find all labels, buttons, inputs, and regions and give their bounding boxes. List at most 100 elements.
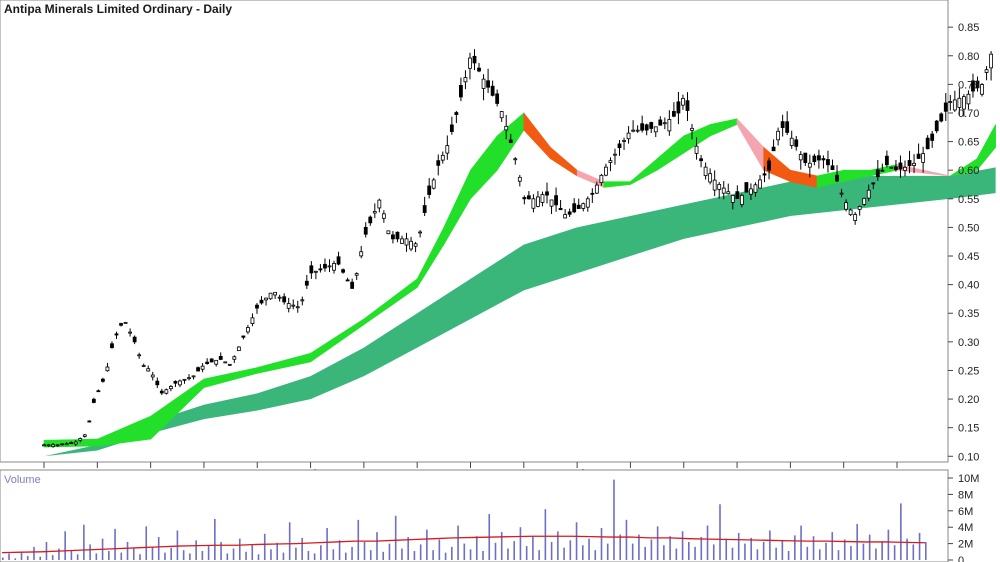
- volume-bar: [862, 543, 865, 560]
- candle-body: [699, 158, 703, 162]
- candle-body: [925, 137, 930, 150]
- candle-body: [345, 279, 350, 282]
- volume-bar: [744, 543, 746, 560]
- x-tick-label: Mar: [354, 468, 373, 470]
- candle-body: [381, 213, 386, 219]
- volume-bar: [669, 536, 671, 560]
- candle-body: [304, 280, 309, 286]
- x-tick-label: Aug: [621, 468, 641, 470]
- candle-body: [884, 155, 889, 166]
- candle-body: [866, 189, 871, 199]
- x-tick-label: 2026: [885, 468, 909, 470]
- candle-body: [368, 216, 373, 224]
- candle-body: [395, 231, 400, 240]
- candle-body: [264, 297, 268, 301]
- volume-bar: [170, 547, 172, 560]
- candle-body: [943, 102, 948, 112]
- candle-body: [277, 296, 282, 299]
- y-tick-label: 0.45: [958, 251, 979, 263]
- volume-bar: [469, 549, 472, 560]
- candle-body: [721, 187, 726, 194]
- candle-body: [173, 380, 178, 384]
- candle-body: [513, 158, 518, 161]
- volume-bar: [812, 536, 815, 560]
- candle-body: [658, 119, 663, 126]
- candle-body: [771, 146, 776, 152]
- volume-bar: [631, 543, 634, 560]
- candle-body: [55, 444, 60, 447]
- candle-body: [309, 265, 314, 274]
- candle-body: [46, 444, 51, 447]
- volume-bar: [800, 525, 802, 560]
- candle-body: [989, 53, 993, 69]
- volume-bar: [575, 522, 578, 560]
- candle-body: [391, 234, 395, 240]
- y-tick-label: 0.35: [958, 308, 979, 320]
- candle-body: [626, 132, 631, 140]
- candle-body: [495, 93, 500, 104]
- y-tick-label: 0.30: [958, 337, 979, 349]
- volume-bar: [257, 554, 260, 560]
- candle-body: [87, 420, 92, 423]
- volume-bar: [8, 553, 10, 560]
- candle-body: [563, 214, 568, 219]
- volume-bar: [70, 550, 73, 560]
- candle-body: [132, 336, 137, 343]
- volume-bar: [557, 531, 559, 560]
- volume-y-axis: 10M 8M 6M 4M 2M 0: [948, 473, 979, 562]
- candle-body: [907, 160, 912, 167]
- candle-body: [508, 139, 513, 143]
- volume-bar: [26, 555, 29, 560]
- candle-body: [703, 166, 708, 177]
- volume-bar: [401, 548, 403, 560]
- candle-body: [300, 299, 305, 302]
- candle-body: [114, 333, 119, 336]
- volume-bar: [831, 532, 834, 560]
- candle-body: [377, 199, 382, 209]
- candle-body: [232, 356, 237, 360]
- candle-body: [848, 209, 853, 216]
- volume-bar: [76, 554, 79, 560]
- x-tick-label: Jun: [515, 468, 533, 470]
- candle-body: [268, 292, 273, 300]
- volume-bar: [270, 549, 272, 560]
- volume-bar: [594, 550, 597, 560]
- candle-body: [449, 124, 454, 132]
- volume-y-tick-label: 0: [958, 555, 964, 562]
- y-tick-label: 0.75: [958, 79, 979, 91]
- volume-bar: [419, 544, 422, 560]
- x-tick-label: Dec: [194, 468, 214, 470]
- candle-body: [440, 154, 445, 161]
- candle-body: [735, 191, 740, 200]
- candle-body: [454, 112, 459, 115]
- candle-body: [490, 85, 495, 96]
- candle-body: [717, 184, 722, 190]
- volume-bar: [843, 539, 846, 560]
- candle-body: [916, 153, 921, 159]
- candle-body: [812, 155, 817, 163]
- x-tick-label: Sep: [34, 468, 54, 470]
- candle-body: [839, 192, 844, 195]
- volume-bar: [544, 509, 547, 560]
- volume-y-tick-label: 10M: [958, 473, 979, 485]
- x-tick-label: Sep: [674, 468, 694, 470]
- volume-bar: [33, 546, 35, 560]
- candle-body: [758, 179, 762, 189]
- candle-body: [522, 197, 527, 200]
- candle-body: [110, 343, 114, 348]
- volume-bar: [157, 537, 160, 560]
- short-term-ribbon-segment: [976, 124, 996, 172]
- chart-title: Antipa Minerals Limited Ordinary - Daily: [4, 2, 232, 16]
- candle-body: [60, 443, 65, 446]
- candle-body: [187, 377, 191, 380]
- volume-bar: [2, 557, 4, 560]
- candle-body: [51, 444, 55, 447]
- candle-body: [676, 101, 681, 114]
- y-tick-label: 0.50: [958, 222, 979, 234]
- candle-body: [73, 441, 78, 445]
- volume-bar: [694, 546, 696, 560]
- candle-body: [350, 281, 355, 289]
- volume-bar: [126, 541, 129, 560]
- volume-bar: [376, 532, 378, 560]
- candle-body: [64, 443, 69, 446]
